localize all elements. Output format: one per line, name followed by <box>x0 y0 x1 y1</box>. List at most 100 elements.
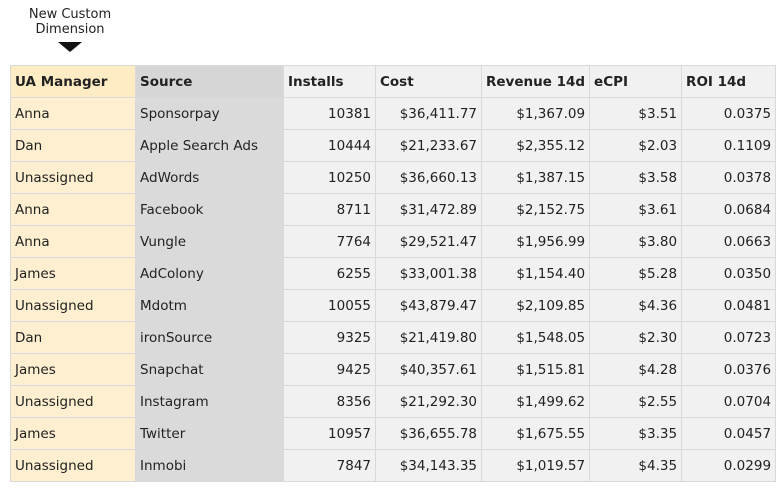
ecpi-cell: $3.58 <box>589 161 683 194</box>
roi-14d-cell: 0.0350 <box>681 257 777 290</box>
table-row: James AdColony 6255 $33,001.38 $1,154.40 $5.2… <box>10 257 777 290</box>
table-row: Unassigned AdWords 10250 $36,660.13 $1,387.1… <box>10 161 777 194</box>
roi-14d-cell: 0.1109 <box>681 129 777 162</box>
ua-manager-cell: Unassigned <box>10 289 136 322</box>
ua-manager-cell: James <box>10 417 136 450</box>
source-cell: Apple Search Ads <box>135 129 284 162</box>
source-cell: AdColony <box>135 257 284 290</box>
installs-cell: 10381 <box>283 97 376 130</box>
installs-cell: 10055 <box>283 289 376 322</box>
cost-cell: $21,419.80 <box>375 321 482 354</box>
source-cell: ironSource <box>135 321 284 354</box>
header-cost[interactable]: Cost <box>375 65 482 98</box>
ua-manager-cell: Unassigned <box>10 161 136 194</box>
source-cell: Instagram <box>135 385 284 418</box>
table-row: Anna Vungle 7764 $29,521.47 $1,956.99 $3.80 0.… <box>10 225 777 258</box>
ua-manager-cell: Dan <box>10 129 136 162</box>
table-body: Anna Sponsorpay 10381 $36,411.77 $1,367.09 $3… <box>10 97 777 482</box>
source-cell: AdWords <box>135 161 284 194</box>
roi-14d-cell: 0.0299 <box>681 449 777 482</box>
revenue-14d-cell: $1,515.81 <box>480 353 591 386</box>
cost-cell: $36,411.77 <box>375 97 482 130</box>
header-revenue-14d[interactable]: Revenue 14d <box>480 65 591 98</box>
custom-dimension-annotation: New Custom Dimension <box>20 7 120 37</box>
revenue-14d-cell: $1,387.15 <box>480 161 591 194</box>
roi-14d-cell: 0.0375 <box>681 97 777 130</box>
annotation-line-1: New Custom <box>28 7 112 22</box>
roi-14d-cell: 0.0663 <box>681 225 777 258</box>
ecpi-cell: $3.61 <box>589 193 683 226</box>
ecpi-cell: $5.28 <box>589 257 683 290</box>
roi-14d-cell: 0.0684 <box>681 193 777 226</box>
cost-cell: $33,001.38 <box>375 257 482 290</box>
revenue-14d-cell: $1,675.55 <box>480 417 591 450</box>
table-row: Unassigned Instagram 8356 $21,292.30 $1,499.… <box>10 385 777 418</box>
installs-cell: 8711 <box>283 193 376 226</box>
table-row: Dan Apple Search Ads 10444 $21,233.67 $2,355… <box>10 129 777 162</box>
source-cell: Sponsorpay <box>135 97 284 130</box>
source-cell: Mdotm <box>135 289 284 322</box>
revenue-14d-cell: $2,109.85 <box>480 289 591 322</box>
roi-14d-cell: 0.0481 <box>681 289 777 322</box>
installs-cell: 7847 <box>283 449 376 482</box>
revenue-14d-cell: $1,956.99 <box>480 225 591 258</box>
table-row: James Twitter 10957 $36,655.78 $1,675.55 $3.3… <box>10 417 777 450</box>
installs-cell: 8356 <box>283 385 376 418</box>
table-row: Dan ironSource 9325 $21,419.80 $1,548.05 $2.3… <box>10 321 777 354</box>
cost-cell: $34,143.35 <box>375 449 482 482</box>
header-ecpi[interactable]: eCPI <box>589 65 683 98</box>
cost-cell: $21,292.30 <box>375 385 482 418</box>
roi-14d-cell: 0.0376 <box>681 353 777 386</box>
ua-manager-cell: James <box>10 353 136 386</box>
revenue-14d-cell: $1,499.62 <box>480 385 591 418</box>
revenue-14d-cell: $1,019.57 <box>480 449 591 482</box>
ua-manager-cell: Unassigned <box>10 449 136 482</box>
cost-cell: $36,660.13 <box>375 161 482 194</box>
ecpi-cell: $4.36 <box>589 289 683 322</box>
installs-cell: 10444 <box>283 129 376 162</box>
header-ua-manager[interactable]: UA Manager <box>10 65 136 98</box>
table-header-row: UA Manager Source Installs Cost Revenue … <box>10 65 777 98</box>
ecpi-cell: $2.03 <box>589 129 683 162</box>
revenue-14d-cell: $1,367.09 <box>480 97 591 130</box>
ua-manager-cell: Unassigned <box>10 385 136 418</box>
roi-14d-cell: 0.0378 <box>681 161 777 194</box>
roi-14d-cell: 0.0723 <box>681 321 777 354</box>
revenue-14d-cell: $2,152.75 <box>480 193 591 226</box>
revenue-14d-cell: $1,548.05 <box>480 321 591 354</box>
ua-manager-cell: Anna <box>10 225 136 258</box>
arrow-down-icon <box>58 42 82 52</box>
ecpi-cell: $3.51 <box>589 97 683 130</box>
cost-cell: $43,879.47 <box>375 289 482 322</box>
header-roi-14d[interactable]: ROI 14d <box>681 65 777 98</box>
ua-manager-cell: James <box>10 257 136 290</box>
table-row: Unassigned Inmobi 7847 $34,143.35 $1,019.57 $… <box>10 449 777 482</box>
installs-cell: 9325 <box>283 321 376 354</box>
ua-manager-cell: Anna <box>10 97 136 130</box>
revenue-14d-cell: $1,154.40 <box>480 257 591 290</box>
data-table: UA Manager Source Installs Cost Revenue … <box>10 65 777 482</box>
header-installs[interactable]: Installs <box>283 65 376 98</box>
cost-cell: $40,357.61 <box>375 353 482 386</box>
table-row: Anna Facebook 8711 $31,472.89 $2,152.75 $3.61… <box>10 193 777 226</box>
header-source[interactable]: Source <box>135 65 284 98</box>
ua-manager-cell: Dan <box>10 321 136 354</box>
ecpi-cell: $2.30 <box>589 321 683 354</box>
installs-cell: 7764 <box>283 225 376 258</box>
table-row: Anna Sponsorpay 10381 $36,411.77 $1,367.09 $3… <box>10 97 777 130</box>
source-cell: Vungle <box>135 225 284 258</box>
ecpi-cell: $4.35 <box>589 449 683 482</box>
table-row: Unassigned Mdotm 10055 $43,879.47 $2,109.85 $… <box>10 289 777 322</box>
cost-cell: $31,472.89 <box>375 193 482 226</box>
ecpi-cell: $3.35 <box>589 417 683 450</box>
cost-cell: $21,233.67 <box>375 129 482 162</box>
source-cell: Facebook <box>135 193 284 226</box>
source-cell: Twitter <box>135 417 284 450</box>
installs-cell: 10250 <box>283 161 376 194</box>
installs-cell: 9425 <box>283 353 376 386</box>
roi-14d-cell: 0.0704 <box>681 385 777 418</box>
source-cell: Inmobi <box>135 449 284 482</box>
annotation-line-2: Dimension <box>35 22 105 37</box>
installs-cell: 10957 <box>283 417 376 450</box>
revenue-14d-cell: $2,355.12 <box>480 129 591 162</box>
